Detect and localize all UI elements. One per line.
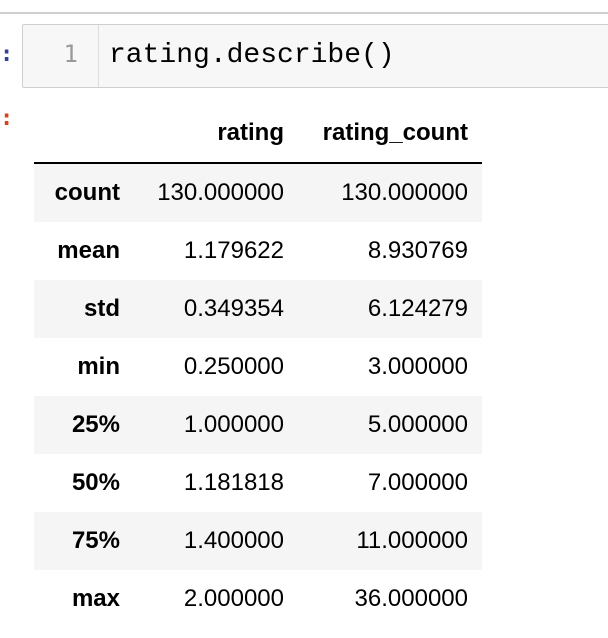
table-cell: 1.179622 (183, 237, 284, 264)
table-row: 75% 1.400000 11.000000 (34, 512, 482, 570)
line-number: 1 (63, 40, 78, 68)
table-cell: 2.000000 (183, 585, 284, 612)
output-prompt: : (0, 106, 14, 131)
table-cell: 130.000000 (157, 179, 284, 206)
row-index: 50% (71, 469, 120, 496)
table-cell: 5.000000 (367, 411, 468, 438)
code-cell[interactable]: 1 rating.describe() (22, 24, 608, 88)
table-row: 50% 1.181818 7.000000 (34, 454, 482, 512)
row-index: min (77, 353, 120, 380)
dataframe-table: rating rating_count count 130.000000 130… (34, 104, 482, 628)
column-header: rating (217, 119, 284, 146)
column-header: rating_count (322, 119, 468, 146)
row-index: count (54, 179, 120, 206)
table-cell: 1.000000 (183, 411, 284, 438)
table-cell: 1.400000 (183, 527, 284, 554)
table-header-row: rating rating_count (34, 104, 482, 163)
table-cell: 1.181818 (183, 469, 284, 496)
table-cell: 3.000000 (367, 353, 468, 380)
table-cell: 6.124279 (367, 295, 468, 322)
table-row: mean 1.179622 8.930769 (34, 222, 482, 280)
row-index: mean (57, 237, 120, 264)
table-cell: 130.000000 (341, 179, 468, 206)
row-index: 75% (71, 527, 120, 554)
table-row: max 2.000000 36.000000 (34, 570, 482, 628)
table-row: std 0.349354 6.124279 (34, 280, 482, 338)
row-index: max (71, 585, 120, 612)
table-row: min 0.250000 3.000000 (34, 338, 482, 396)
table-cell: 11.000000 (356, 527, 468, 554)
table-cell: 36.000000 (354, 585, 468, 612)
line-gutter: 1 (23, 25, 99, 87)
table-cell: 0.349354 (183, 295, 284, 322)
table-cell: 7.000000 (367, 469, 468, 496)
code-text[interactable]: rating.describe() (109, 40, 395, 71)
index-header (34, 104, 120, 163)
table-cell: 0.250000 (183, 353, 284, 380)
row-index: std (84, 295, 120, 322)
input-prompt: : (0, 42, 14, 67)
table-row: 25% 1.000000 5.000000 (34, 396, 482, 454)
table-cell: 8.930769 (367, 237, 468, 264)
table-row: count 130.000000 130.000000 (34, 163, 482, 222)
row-index: 25% (71, 411, 120, 438)
cell-divider (0, 12, 608, 14)
